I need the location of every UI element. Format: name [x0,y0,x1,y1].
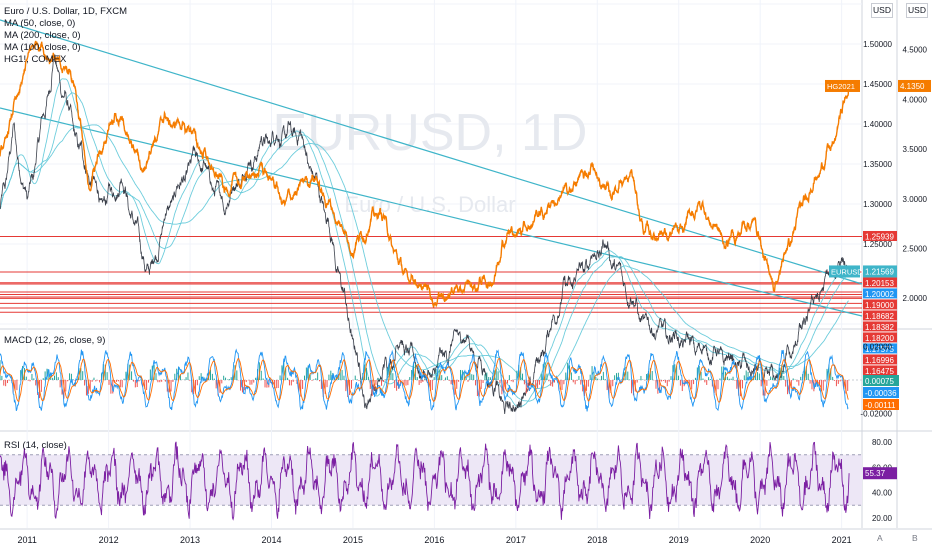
watermark-subtitle: Euro / U.S. Dollar [344,192,515,217]
level-price-label: 1.25939 [863,230,897,241]
ma-50-line[interactable] [0,78,849,408]
ma-200-line[interactable] [0,124,849,389]
macd-value-label: -0.00111 [865,401,896,410]
copper-tag-box [825,79,860,92]
rsi-axis-tick: 80.00 [872,438,893,447]
macd-value-label: -0.00036 [865,389,897,398]
copper-price-box [898,79,931,92]
watermark-symbol: EURUSD, 1D [273,104,588,162]
left-axis-tick: 1.25000 [863,240,892,249]
left-axis-tick: 1.35000 [863,160,892,169]
rsi-value-label: 55.37 [865,469,886,478]
level-label-box [863,365,897,376]
macd-axis-tick: -0.02000 [860,409,892,418]
macd-signal-line[interactable] [0,357,849,403]
auto-scale-button[interactable]: A [877,533,883,543]
level-label-text: 1.20002 [865,290,894,299]
level-label-text: 1.16996 [865,356,894,365]
scale-toggle-button[interactable]: B [912,533,918,543]
eurusd-price-box [863,265,897,278]
level-price-label: 1.19000 [863,299,897,310]
level-label-box [863,288,897,299]
macd-value-label: 0.00075 [865,377,894,386]
rsi-axis-tick: 40.00 [872,489,893,498]
macd-value-box [863,387,899,398]
x-tick-label: 2017 [506,535,526,545]
x-tick-label: 2011 [17,535,36,545]
left-axis-tick: 1.50000 [863,40,892,49]
level-label-box [863,354,897,365]
x-tick-label: 2021 [832,535,852,545]
eurusd-tag: EURUSD [831,267,863,276]
level-price-label: 1.20153 [863,277,897,288]
macd-value-box [863,399,899,410]
rsi-value-box [863,467,897,480]
rsi-line[interactable] [0,441,850,521]
level-label-box [863,343,897,354]
x-tick-label: 2013 [180,535,200,545]
level-label-box [863,310,897,321]
level-label-box [863,332,897,343]
left-axis-tick: 1.30000 [863,200,892,209]
left-axis-tick: 1.45000 [863,80,892,89]
level-price-label: 1.18382 [863,321,897,332]
right-axis-tick: 4.0000 [903,95,928,104]
level-price-label: 1.16475 [863,365,897,376]
level-label-box [863,230,897,241]
level-price-label: 1.16996 [863,354,897,365]
right-axis-unit[interactable]: USD [906,3,928,18]
left-axis-unit[interactable]: USD [871,3,893,18]
right-axis-tick: 4.5000 [903,46,928,55]
level-label-text: 1.19000 [865,301,894,310]
level-price-label: 1.20002 [863,288,897,299]
level-label-text: 1.18382 [865,323,894,332]
copper-tag: HG2021 [827,82,855,91]
x-tick-label: 2016 [424,535,444,545]
level-label-box [863,277,897,288]
macd-axis-tick: 0.02000 [863,343,892,352]
macd-value-box [863,375,899,386]
level-label-box [863,299,897,310]
rsi-axis-tick: 20.00 [872,514,893,523]
level-price-label: 1.18682 [863,310,897,321]
eurusd-tag-box [829,265,860,278]
copper-series-line[interactable] [0,40,850,308]
level-label-text: 1.25939 [865,232,894,241]
x-tick-label: 2014 [261,535,281,545]
right-axis-tick: 2.0000 [903,294,928,303]
level-label-text: 1.17575 [865,345,894,354]
x-tick-label: 2018 [587,535,607,545]
ma-100-line[interactable] [0,92,849,402]
x-tick-label: 2020 [750,535,770,545]
x-tick-label: 2015 [343,535,363,545]
level-label-text: 1.16475 [865,367,894,376]
eurusd-price-label: 1.21569 [865,267,894,276]
right-axis-tick: 2.5000 [903,244,928,253]
copper-price-label: 4.1350 [900,82,925,91]
right-axis-tick: 3.5000 [903,145,928,154]
level-label-text: 1.20153 [865,279,894,288]
trendline[interactable] [0,107,863,317]
level-label-box [863,321,897,332]
level-price-label: 1.17575 [863,343,897,354]
level-label-text: 1.18200 [865,334,894,343]
right-axis-tick: 3.0000 [903,195,928,204]
level-price-label: 1.18200 [863,332,897,343]
x-tick-label: 2012 [99,535,119,545]
left-axis-tick: 1.40000 [863,120,892,129]
level-label-text: 1.18682 [865,312,894,321]
x-tick-label: 2019 [669,535,689,545]
trendline[interactable] [0,19,863,285]
